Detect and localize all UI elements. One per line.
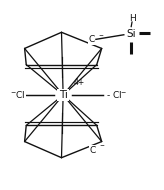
Text: Ti: Ti — [59, 90, 68, 100]
Text: $^{-}$Cl: $^{-}$Cl — [10, 89, 25, 101]
Text: C: C — [90, 146, 96, 155]
Text: Si: Si — [126, 29, 136, 39]
Text: H: H — [129, 14, 135, 23]
Text: $^{-}$: $^{-}$ — [98, 32, 104, 41]
Text: C: C — [89, 35, 95, 44]
Text: $^{-}$: $^{-}$ — [99, 142, 105, 151]
Text: 4+: 4+ — [74, 78, 85, 87]
Text: - Cl$^{-}$: - Cl$^{-}$ — [106, 89, 127, 101]
